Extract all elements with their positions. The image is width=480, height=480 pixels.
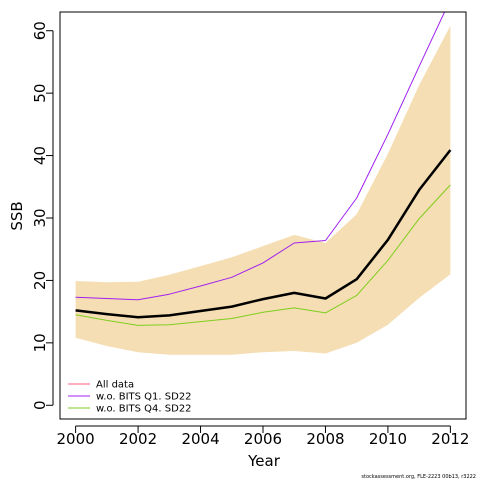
- series-line-2: [75, 184, 451, 326]
- confidence-band: [75, 25, 451, 355]
- y-tick-label: 0: [31, 400, 49, 410]
- series-line-1: [75, 12, 446, 301]
- x-tick-label: 2006: [244, 430, 282, 448]
- y-axis-title: SSB: [8, 201, 26, 230]
- x-tick-label: 2008: [306, 430, 344, 448]
- x-axis: 2000 2002 2004 2006 2008 2010 2012: [57, 425, 469, 448]
- y-tick-label: 40: [31, 146, 49, 165]
- y-tick-label: 30: [31, 208, 49, 227]
- legend-label-1: w.o. BITS Q1. SD22: [96, 392, 192, 403]
- x-tick-label: 2002: [119, 430, 157, 448]
- y-tick-label: 20: [31, 271, 49, 290]
- x-tick-label: 2012: [431, 430, 469, 448]
- x-tick-label: 2000: [57, 430, 95, 448]
- footnote: stockassessment.org, FLE-2223 00b13, r32…: [361, 474, 476, 480]
- series-line-0: [75, 149, 452, 319]
- x-axis-title: Year: [247, 452, 281, 470]
- y-tick-label: 50: [31, 84, 49, 103]
- y-tick-label: 10: [31, 333, 49, 352]
- plot-frame: [59, 11, 467, 420]
- y-axis: 0 10 20 30 40 50 60: [31, 21, 54, 410]
- y-tick-label: 60: [31, 21, 49, 40]
- legend-label-2: w.o. BITS Q4. SD22: [96, 404, 192, 415]
- legend-label-0: All data: [96, 380, 134, 391]
- x-tick-label: 2010: [369, 430, 407, 448]
- x-tick-label: 2004: [181, 430, 219, 448]
